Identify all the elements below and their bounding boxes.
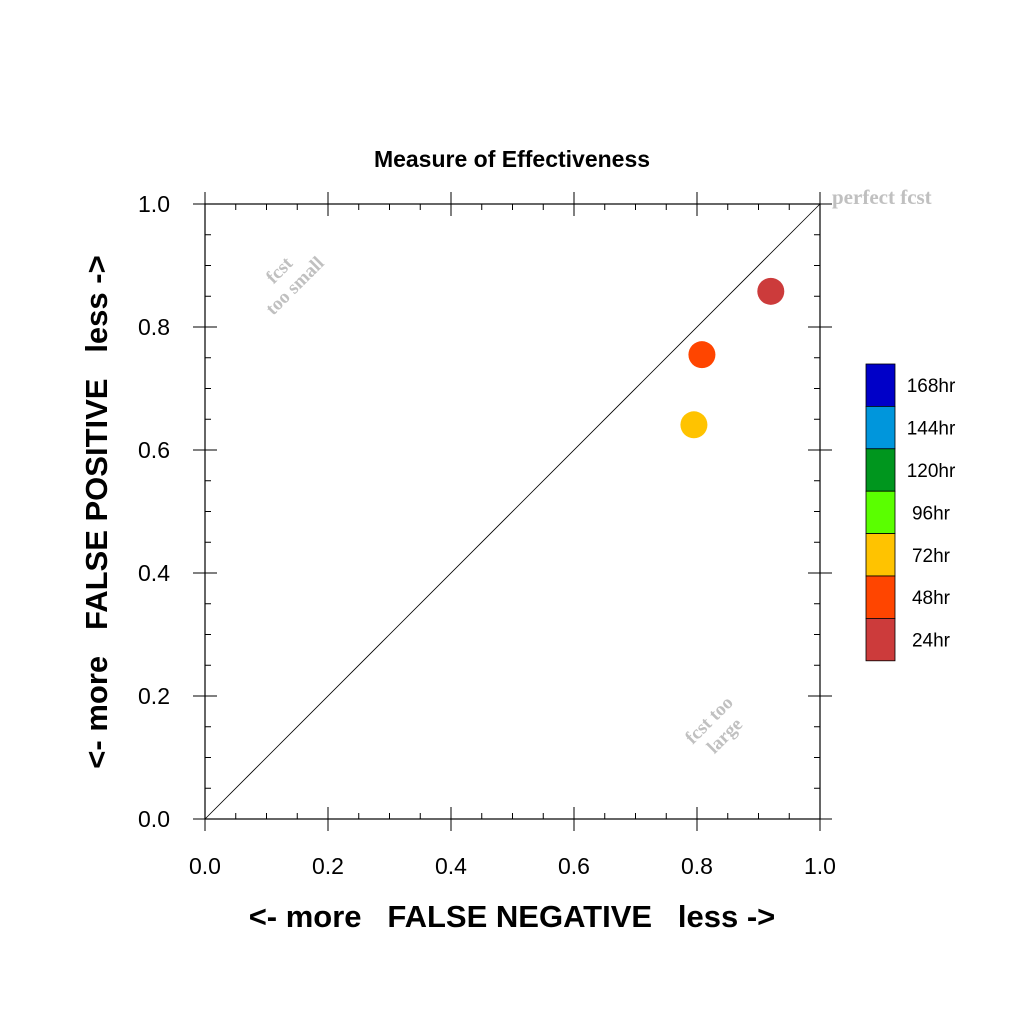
y-tick-label: 0.6 xyxy=(138,437,170,463)
plot-axes: 0.0 0.2 0.4 0.6 0.8 1.0 0.0 0.2 0.4 0.6 0.8 1.0 xyxy=(138,191,836,879)
legend-swatch-48hr xyxy=(865,575,896,619)
x-tick-label: 0.8 xyxy=(681,853,713,879)
legend-swatch-72hr xyxy=(865,533,896,577)
legend-label-72hr: 72hr xyxy=(912,546,951,567)
legend-swatch-168hr xyxy=(865,363,896,407)
x-tick-label: 0.6 xyxy=(558,853,590,879)
y-axis-label: <- more FALSE POSITIVE less -> xyxy=(79,255,114,768)
data-point-24hr xyxy=(757,277,785,305)
chart-title: Measure of Effectiveness xyxy=(374,146,650,172)
x-tick-label: 0.2 xyxy=(312,853,344,879)
legend-label-120hr: 120hr xyxy=(907,461,956,482)
x-tick-label: 0.4 xyxy=(435,853,467,879)
x-tick-label: 1.0 xyxy=(804,853,836,879)
legend-label-96hr: 96hr xyxy=(912,503,951,524)
y-tick-label: 0.4 xyxy=(138,560,170,586)
y-tick-label: 0.0 xyxy=(138,806,170,832)
data-point-48hr xyxy=(688,341,716,369)
y-tick-label: 0.8 xyxy=(138,314,170,340)
x-tick-label: 0.0 xyxy=(189,853,221,879)
legend-swatch-24hr xyxy=(865,618,896,662)
annotation-perfect-fcst: perfect fcst xyxy=(832,185,932,209)
data-point-72hr xyxy=(680,411,708,439)
y-tick-label: 0.2 xyxy=(138,683,170,709)
legend-label-48hr: 48hr xyxy=(912,588,951,609)
legend-swatch-120hr xyxy=(865,448,896,492)
legend-swatch-144hr xyxy=(865,405,896,450)
y-tick-label: 1.0 xyxy=(138,191,170,217)
legend-label-168hr: 168hr xyxy=(907,376,956,397)
data-points xyxy=(680,277,785,439)
legend: 168hr 144hr 120hr 96hr 72hr 48hr 24hr xyxy=(865,363,956,662)
perfect-forecast-diagonal xyxy=(204,203,821,820)
legend-swatch-96hr xyxy=(865,490,896,535)
legend-label-24hr: 24hr xyxy=(912,631,951,652)
legend-label-144hr: 144hr xyxy=(907,419,956,440)
x-axis-label: <- more FALSE NEGATIVE less -> xyxy=(249,899,776,934)
